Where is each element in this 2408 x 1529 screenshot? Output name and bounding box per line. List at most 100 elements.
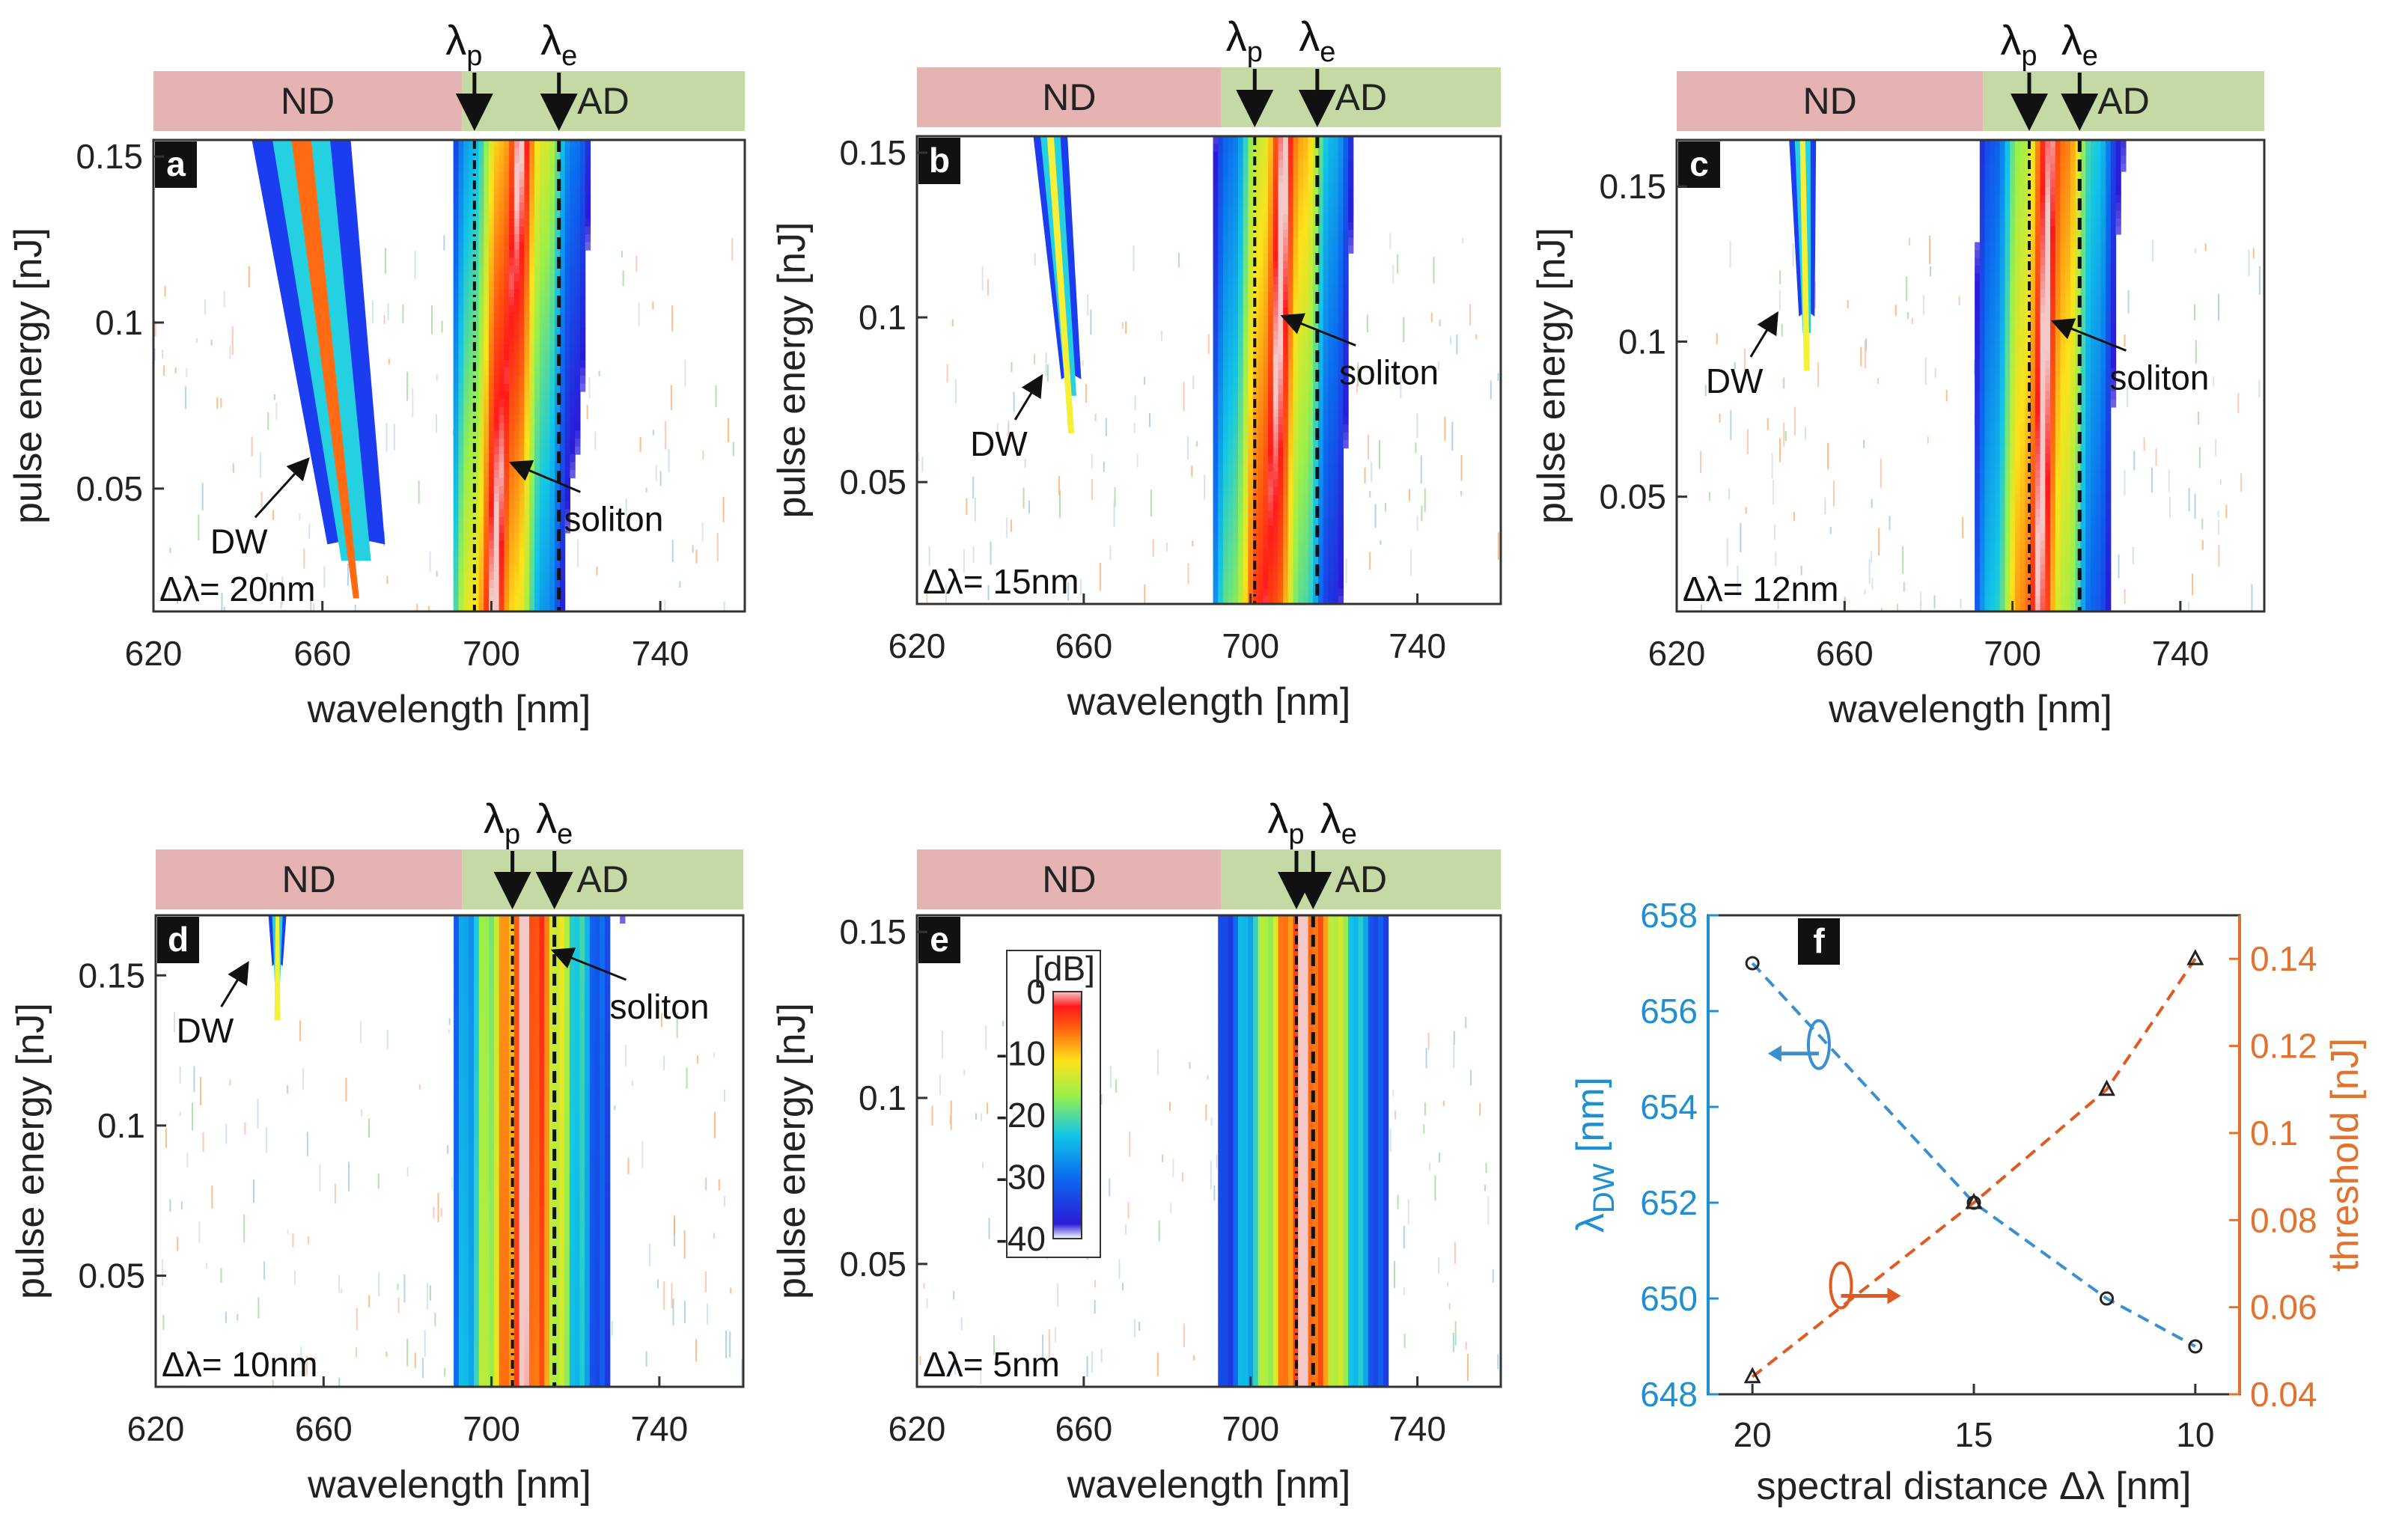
soliton-cell — [1248, 564, 1254, 573]
soliton-cell — [564, 329, 570, 338]
soliton-cell — [2070, 462, 2076, 471]
soliton-cell — [468, 234, 475, 243]
soliton-cell — [2005, 391, 2011, 400]
soliton-cell — [453, 210, 460, 219]
soliton-cell — [1213, 323, 1219, 332]
soliton-cell — [2055, 454, 2061, 463]
soliton-cell — [1213, 198, 1219, 207]
soliton-cell — [504, 203, 510, 212]
soliton-cell — [1302, 502, 1309, 511]
noise-speckle — [1148, 412, 1150, 427]
soliton-cell — [544, 430, 550, 439]
soliton-cell — [499, 313, 505, 322]
soliton-cell — [1333, 183, 1339, 192]
soliton-cell — [458, 250, 464, 259]
soliton-cell — [1228, 409, 1234, 418]
soliton-cell — [1222, 557, 1229, 566]
noise-speckle — [621, 251, 623, 258]
soliton-cell — [473, 242, 480, 251]
soliton-cell — [1278, 596, 1284, 604]
soliton-cell — [1328, 510, 1334, 519]
soliton-cell — [1328, 486, 1334, 495]
soliton-cell — [509, 367, 515, 376]
soliton-cell — [1283, 347, 1289, 355]
soliton-cell — [1979, 289, 1986, 298]
soliton-cell — [478, 305, 484, 314]
soliton-cell — [1338, 534, 1344, 543]
soliton-cell — [504, 454, 510, 463]
soliton-cell — [539, 219, 546, 228]
soliton-cell — [1308, 206, 1314, 215]
soliton-cell — [2045, 399, 2051, 408]
soliton-cell — [579, 352, 586, 361]
soliton-cell — [1995, 195, 2001, 204]
soliton-cell — [1283, 518, 1289, 527]
soliton-cell — [513, 564, 520, 573]
soliton-cell — [2040, 257, 2046, 266]
soliton-cell — [1979, 407, 1986, 416]
soliton-cell — [555, 147, 561, 156]
soliton-cell — [484, 517, 490, 526]
soliton-cell — [1238, 214, 1244, 223]
noise-speckle — [987, 278, 990, 296]
soliton-cell — [2110, 210, 2117, 219]
soliton-cell — [524, 596, 530, 605]
soliton-cell — [2014, 446, 2021, 455]
soliton-cell — [1287, 144, 1294, 153]
soliton-cell — [1283, 284, 1289, 293]
soliton-cell — [1328, 432, 1334, 441]
soliton-cell — [2010, 266, 2016, 275]
soliton-cell — [1984, 446, 1990, 455]
soliton-cell — [1298, 409, 1304, 418]
soliton-cell — [1999, 242, 2006, 251]
soliton-cell — [509, 257, 515, 266]
soliton-cell — [1999, 430, 2006, 439]
soliton-cell — [1222, 151, 1229, 160]
soliton-cell — [1248, 144, 1254, 153]
soliton-cell — [489, 462, 495, 471]
soliton-cell — [1995, 376, 2001, 385]
soliton-cell — [1975, 415, 1981, 424]
soliton-cell — [1333, 167, 1339, 176]
soliton-cell — [1283, 440, 1289, 449]
soliton-cell — [2034, 187, 2041, 196]
soliton-cell — [559, 156, 566, 165]
soliton-cell — [453, 486, 460, 495]
soliton-cell — [478, 360, 484, 369]
soliton-cell — [575, 430, 581, 439]
soliton-cell — [2045, 486, 2051, 495]
soliton-cell — [579, 344, 586, 353]
soliton-cell — [1328, 580, 1334, 589]
soliton-cell — [1333, 159, 1339, 168]
noise-speckle — [1962, 516, 1964, 539]
soliton-cell — [1990, 226, 1996, 235]
soliton-cell — [504, 367, 510, 376]
soliton-cell — [2070, 156, 2076, 165]
soliton-cell — [484, 305, 490, 314]
soliton-cell — [1283, 557, 1289, 566]
soliton-cell — [453, 509, 460, 518]
soliton-cell — [1995, 391, 2001, 400]
soliton-cell — [549, 195, 555, 204]
noise-speckle — [1008, 424, 1010, 439]
soliton-cell — [2090, 320, 2097, 329]
soliton-cell — [1258, 424, 1264, 433]
soliton-cell — [519, 525, 525, 534]
soliton-cell — [2100, 297, 2106, 306]
soliton-cell — [2014, 477, 2021, 486]
soliton-cell — [2095, 344, 2101, 353]
soliton-cell — [2020, 289, 2026, 298]
soliton-cell — [453, 250, 460, 259]
soliton-cell — [1228, 214, 1234, 223]
soliton-cell — [1213, 409, 1219, 418]
lambda-p-symbol: λ — [1226, 13, 1247, 60]
soliton-cell — [2075, 329, 2082, 338]
soliton-cell — [559, 446, 566, 455]
soliton-cell — [1278, 323, 1284, 332]
soliton-cell — [1333, 510, 1339, 519]
soliton-cell — [2090, 163, 2097, 172]
soliton-cell — [1238, 323, 1244, 332]
soliton-cell — [2085, 187, 2091, 196]
soliton-cell — [2080, 439, 2086, 448]
soliton-cell — [1323, 377, 1329, 386]
